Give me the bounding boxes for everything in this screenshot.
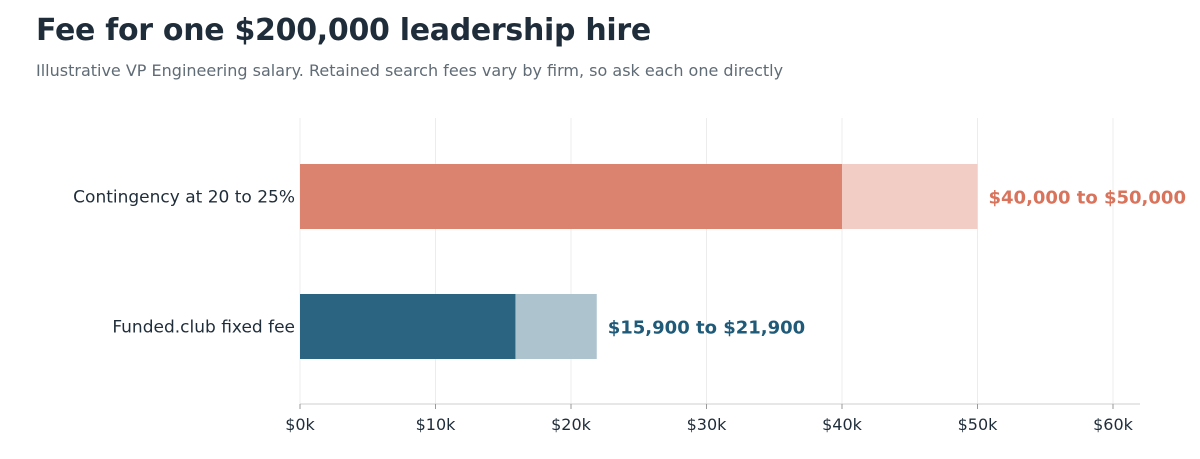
x-tick-label: $50k (958, 415, 999, 434)
x-tick-label: $20k (551, 415, 592, 434)
x-tick-label: $30k (687, 415, 728, 434)
bar-base (300, 164, 842, 229)
bar-base (300, 294, 516, 359)
bar-range (515, 294, 597, 359)
data-label: $15,900 to $21,900 (608, 318, 805, 339)
x-tick-label: $40k (822, 415, 863, 434)
x-tick-label: $10k (416, 415, 457, 434)
bar-range (842, 164, 978, 229)
x-tick-label: $0k (285, 415, 315, 434)
category-label: Contingency at 20 to 25% (73, 188, 295, 208)
data-label: $40,000 to $50,000 (989, 188, 1186, 209)
chart-title: Fee for one $200,000 leadership hire (36, 13, 651, 48)
x-tick-label: $60k (1093, 415, 1134, 434)
chart-subtitle: Illustrative VP Engineering salary. Reta… (36, 61, 784, 80)
category-label: Funded.club fixed fee (112, 318, 295, 338)
